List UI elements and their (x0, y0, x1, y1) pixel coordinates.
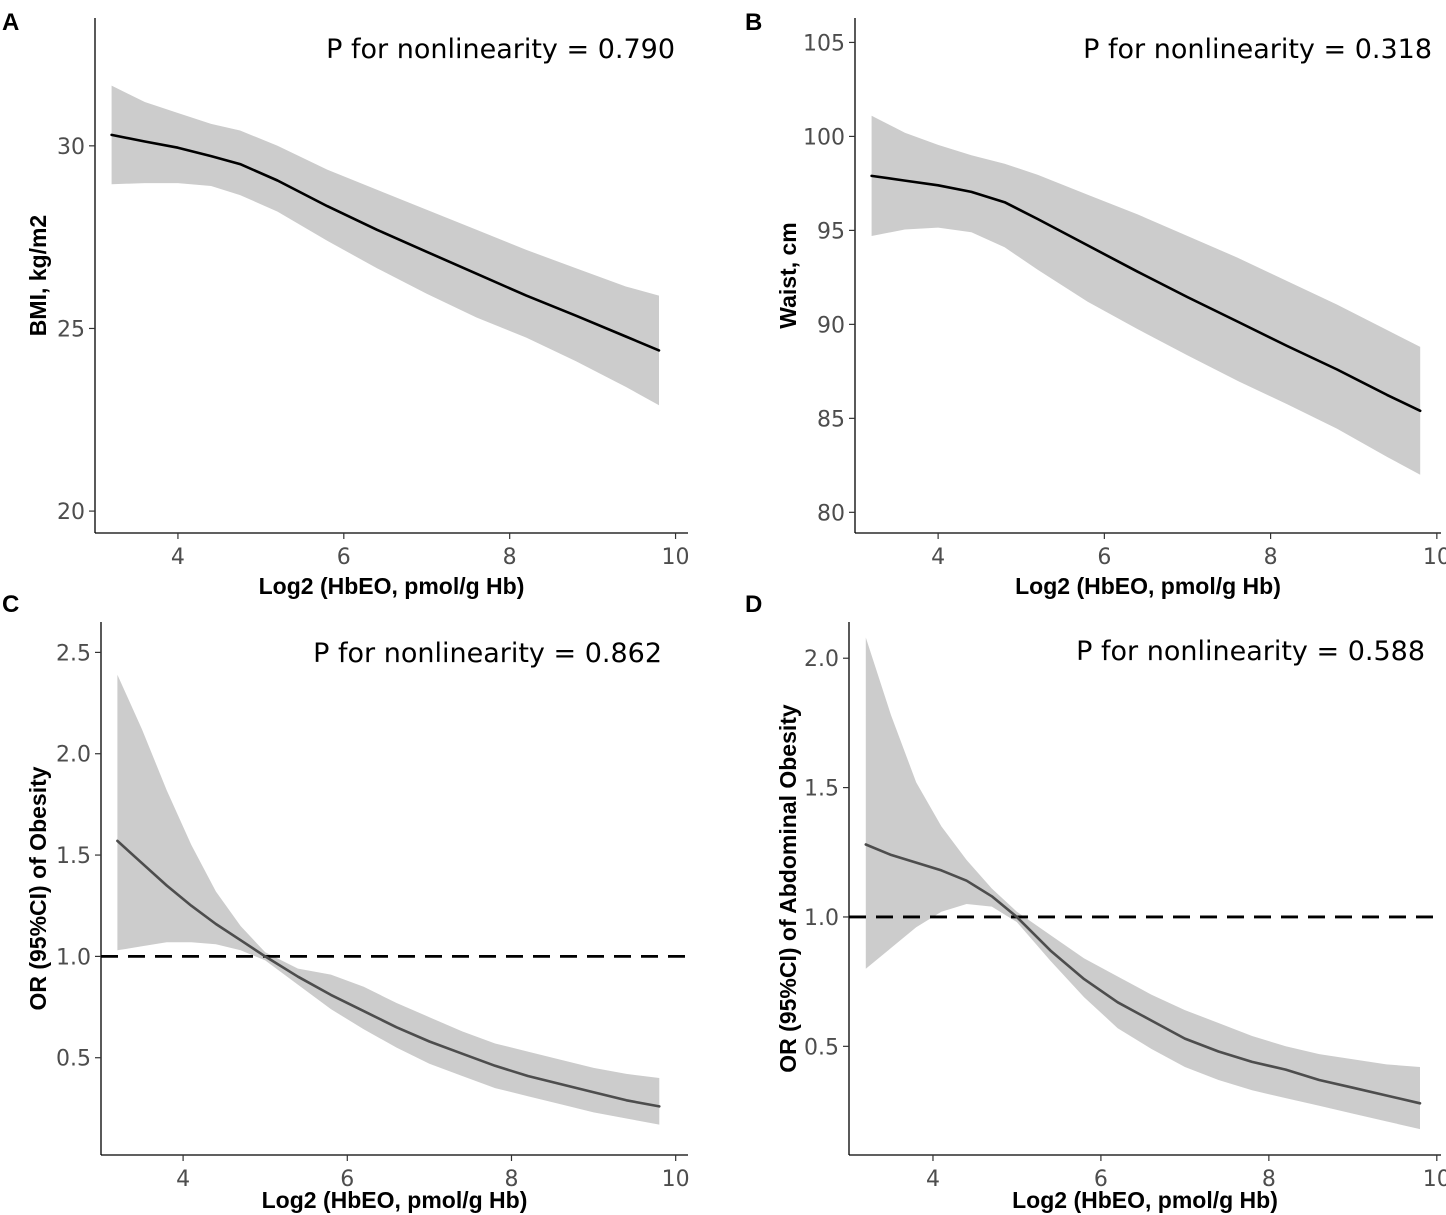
p-nonlinearity-annotation: P for nonlinearity = 0.318 (1083, 34, 1432, 65)
y-tick-label: 1.0 (804, 906, 839, 931)
y-tick-label: 95 (817, 219, 845, 244)
x-tick-label: 4 (171, 545, 185, 570)
x-tick-label: 10 (1423, 545, 1446, 570)
x-tick-label: 10 (1423, 1167, 1446, 1192)
x-tick-label: 4 (931, 545, 945, 570)
y-tick-label: 1.5 (56, 844, 91, 869)
y-tick-label: 20 (57, 500, 85, 525)
x-tick-label: 10 (662, 1167, 690, 1192)
confidence-band (871, 115, 1421, 475)
y-axis-title: Waist, cm (775, 222, 801, 329)
x-tick-label: 6 (1094, 1167, 1108, 1192)
x-axis-title: Log2 (HbEO, pmol/g Hb) (259, 573, 525, 599)
estimate-line (116, 839, 661, 1108)
y-tick-label: 25 (57, 317, 85, 342)
y-tick-label: 0.5 (56, 1047, 91, 1072)
panel-c: C 4 6 8 10 0.5 1.0 1.5 2.0 2.5 P for nonlinearity … (2, 591, 690, 1213)
x-tick-label: 6 (1097, 545, 1111, 570)
x-tick-label: 6 (337, 545, 351, 570)
y-axis-title: OR (95%CI) of Abdominal Obesity (775, 704, 801, 1073)
confidence-band (117, 674, 660, 1125)
p-nonlinearity-annotation: P for nonlinearity = 0.790 (326, 34, 675, 65)
y-tick-label: 2.0 (804, 647, 839, 672)
x-tick-label: 4 (926, 1167, 940, 1192)
p-nonlinearity-annotation: P for nonlinearity = 0.588 (1076, 636, 1425, 667)
y-tick-label: 1.0 (56, 945, 91, 970)
panel-d: D 4 6 8 10 0.5 1.0 1.5 2.0 P for nonlinearity = 0… (745, 591, 1446, 1213)
y-tick-label: 1.5 (804, 777, 839, 802)
panel-letter: D (745, 591, 762, 618)
x-axis-title: Log2 (HbEO, pmol/g Hb) (1015, 573, 1281, 599)
x-tick-label: 4 (176, 1167, 190, 1192)
y-axis-title: BMI, kg/m2 (25, 215, 51, 336)
x-tick-label: 8 (504, 1167, 518, 1192)
estimate-line (870, 174, 1422, 413)
panel-b: B 4 6 8 10 80 85 90 95 100 105 P for nonlinearity =… (745, 9, 1446, 599)
panel-letter: A (2, 9, 19, 36)
y-tick-label: 0.5 (804, 1035, 839, 1060)
confidence-band (111, 85, 660, 406)
x-axis-title: Log2 (HbEO, pmol/g Hb) (262, 1187, 528, 1213)
x-tick-label: 8 (1262, 1167, 1276, 1192)
x-tick-label: 8 (1264, 545, 1278, 570)
estimate-line (110, 133, 661, 352)
panel-letter: C (2, 591, 19, 618)
p-nonlinearity-annotation: P for nonlinearity = 0.862 (313, 638, 662, 669)
panel-letter: B (745, 9, 762, 36)
panel-a: A 4 6 8 10 20 25 30 P for nonlinearity = 0.790 Lo… (2, 9, 690, 599)
x-tick-label: 6 (340, 1167, 354, 1192)
y-tick-label: 30 (57, 135, 85, 160)
y-tick-label: 2.5 (56, 641, 91, 666)
y-tick-label: 85 (817, 407, 845, 432)
y-tick-label: 2.0 (56, 743, 91, 768)
y-tick-label: 90 (817, 313, 845, 338)
y-axis-title: OR (95%CI) of Obesity (25, 766, 51, 1010)
y-tick-label: 80 (817, 501, 845, 526)
x-tick-label: 8 (503, 545, 517, 570)
estimate-line (864, 843, 1422, 1105)
confidence-band (865, 637, 1420, 1130)
x-tick-label: 10 (662, 545, 690, 570)
y-tick-label: 100 (803, 125, 845, 150)
y-tick-label: 105 (803, 31, 845, 56)
x-axis-title: Log2 (HbEO, pmol/g Hb) (1012, 1187, 1278, 1213)
